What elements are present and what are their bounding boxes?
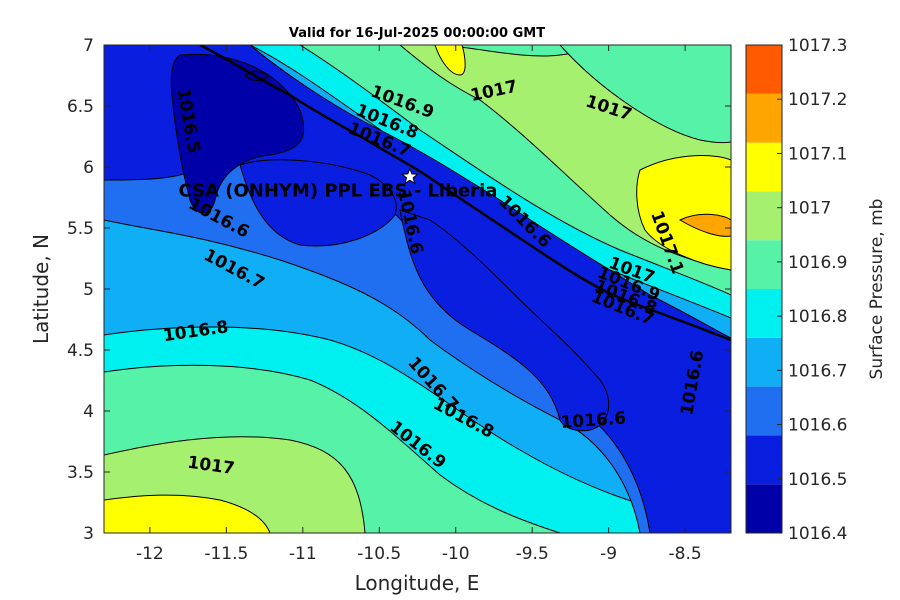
pressure-band-1016.9-ne bbox=[559, 45, 731, 144]
colorbar-label: Surface Pressure, mb bbox=[867, 199, 887, 380]
y-tick-label: 4.5 bbox=[67, 341, 94, 361]
y-tick-label: 3.5 bbox=[67, 463, 94, 483]
site-label: CSA (ONHYM) PPL EBS - Liberia bbox=[179, 180, 498, 201]
pressure-band-1016.4 bbox=[170, 53, 305, 214]
colorbar-tick-label: 1016.6 bbox=[788, 416, 847, 436]
y-tick-label: 5 bbox=[83, 280, 94, 300]
x-tick-label: -9 bbox=[600, 544, 617, 564]
pressure-band-1017.1-top bbox=[434, 45, 466, 76]
colorbar-swatch bbox=[746, 386, 782, 436]
colorbar: 1016.4 1016.5 1016.6 1016.7 1016.8 1016.9 1017… bbox=[745, 36, 847, 544]
y-tick-label: 4 bbox=[83, 402, 94, 422]
site-marker: CSA (ONHYM) PPL EBS - Liberia bbox=[179, 167, 498, 201]
colorbar-swatch bbox=[746, 337, 782, 387]
colorbar-tick-label: 1016.4 bbox=[788, 524, 847, 544]
colorbar-tick-label: 1016.7 bbox=[788, 361, 847, 381]
x-axis-label: Longitude, E bbox=[355, 571, 480, 595]
colorbar-swatch bbox=[746, 191, 782, 241]
y-tick-label: 6.5 bbox=[67, 97, 94, 117]
x-tick-label: -9.5 bbox=[516, 544, 549, 564]
site-star-icon bbox=[400, 167, 419, 185]
y-tick-label: 3 bbox=[83, 524, 94, 544]
colorbar-tick-label: 1016.9 bbox=[788, 253, 847, 273]
y-tick-label: 7 bbox=[83, 36, 94, 56]
colorbar-tick-label: 1016.8 bbox=[788, 307, 847, 327]
plot-area: 1016.51016.61016.71016.810171016.91016.8… bbox=[104, 45, 731, 533]
chart-title: Valid for 16-Jul-2025 00:00:00 GMT bbox=[289, 26, 545, 41]
colorbar-swatch bbox=[746, 240, 782, 289]
contour-label: 1016.6 bbox=[560, 408, 627, 433]
x-tick-label: -11.5 bbox=[204, 544, 248, 564]
pressure-band-1017.1-ne bbox=[636, 155, 731, 271]
colorbar-swatch bbox=[746, 142, 782, 192]
colorbar-swatch bbox=[746, 435, 782, 485]
colorbar-tick-label: 1017.1 bbox=[788, 144, 847, 164]
x-tick-label: -11 bbox=[289, 544, 317, 564]
x-axis: -12 -11.5 -11 -10.5 -10 -9.5 -9 -8.5 bbox=[136, 45, 702, 564]
x-tick-label: -10.5 bbox=[357, 544, 401, 564]
x-tick-label: -10 bbox=[442, 544, 470, 564]
colorbar-tick-label: 1017 bbox=[788, 199, 831, 219]
colorbar-tick-label: 1017.3 bbox=[788, 36, 847, 56]
pressure-band-1016.5-trough bbox=[399, 209, 610, 432]
x-tick-label: -12 bbox=[136, 544, 164, 564]
y-axis: 3 3.5 4 4.5 5 5.5 6 6.5 7 bbox=[67, 36, 731, 544]
colorbar-tick-label: 1017.2 bbox=[788, 90, 847, 110]
colorbar-frame bbox=[745, 44, 783, 534]
colorbar-swatch bbox=[746, 289, 782, 338]
pressure-band-1016.5-tongue bbox=[239, 159, 397, 247]
pressure-band-1017.2-ne bbox=[678, 213, 731, 237]
y-tick-label: 5.5 bbox=[67, 219, 94, 239]
y-axis-label: Latitude, N bbox=[29, 234, 53, 344]
pressure-band-1017.1-south bbox=[104, 494, 271, 533]
colorbar-tick-label: 1016.5 bbox=[788, 470, 847, 490]
x-tick-label: -8.5 bbox=[669, 544, 702, 564]
colorbar-swatch bbox=[746, 484, 782, 533]
colorbar-swatch bbox=[746, 93, 782, 143]
coastline bbox=[199, 45, 731, 342]
y-tick-label: 6 bbox=[83, 158, 94, 178]
colorbar-swatch bbox=[746, 45, 782, 94]
island bbox=[243, 70, 270, 82]
